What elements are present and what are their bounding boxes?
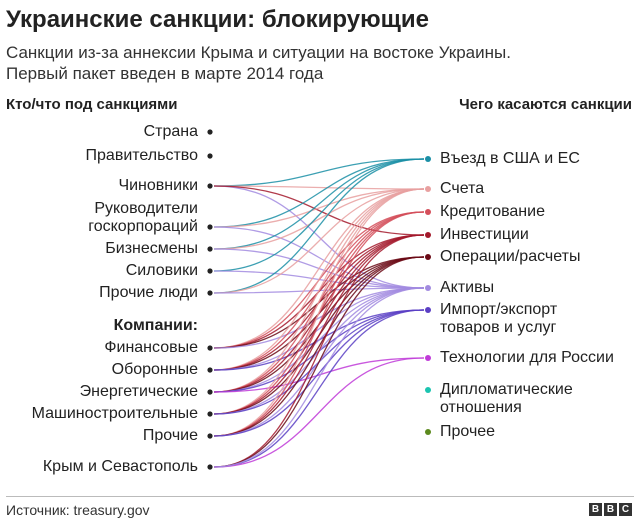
left-node-dot-siloviki (207, 268, 213, 274)
right-node-label-vezd: Въезд в США и ЕС (440, 150, 580, 167)
left-node-label-mashino: Машиностроительные (31, 405, 198, 422)
link-rukovoditeli-to-vezd (213, 158, 425, 228)
right-node-label-import: Импорт/экспорт товаров и услуг (440, 301, 558, 336)
link-biznesmeny-to-vezd (213, 158, 425, 250)
link-rukovoditeli-to-scheta (213, 188, 425, 228)
left-node-label-strana: Страна (143, 123, 198, 140)
link-prochie_lyudi-to-vezd (213, 158, 425, 294)
right-node-dot-diplo (425, 387, 431, 393)
link-finansovye-to-aktivy (213, 287, 425, 349)
right-node-dot-kredit (425, 209, 431, 215)
right-node-label-invest: Инвестиции (440, 226, 529, 243)
link-siloviki-to-vezd (213, 158, 425, 272)
right-node-label-diplo: Дипломатические отношения (440, 381, 573, 416)
right-node-label-operacii: Операции/расчеты (440, 248, 581, 265)
link-mashino-to-scheta (213, 188, 425, 415)
link-chinovniki-to-aktivy (213, 185, 425, 289)
right-node-dot-tehnol (425, 355, 431, 361)
left-node-label-siloviki: Силовики (125, 262, 198, 279)
link-prochie-to-scheta (213, 188, 425, 437)
source-note: Источник: treasury.gov (6, 502, 150, 518)
left-node-label-kompanii: Компании: (113, 317, 198, 334)
link-rukovoditeli-to-aktivy (213, 226, 425, 289)
right-node-dot-operacii (425, 254, 431, 260)
left-node-dot-pravitelstvo (207, 153, 213, 159)
left-node-label-finansovye: Финансовые (104, 339, 198, 356)
left-node-dot-krym (207, 464, 213, 470)
left-node-label-rukovoditeli: Руководители госкорпораций (88, 200, 198, 235)
right-node-dot-import (425, 307, 431, 313)
bbc-logo: B B C (589, 503, 632, 516)
left-node-label-pravitelstvo: Правительство (85, 147, 198, 164)
subtitle-line-2: Первый пакет введен в марте 2014 года (6, 64, 324, 83)
link-energeticheskie-to-tehnol (213, 357, 425, 393)
left-column-header: Кто/что под санкциями (6, 96, 178, 113)
link-krym-to-operacii (213, 256, 425, 468)
right-node-dot-aktivy (425, 285, 431, 291)
chart-title: Украинские санкции: блокирующие (6, 6, 429, 33)
left-node-label-prochie_lyudi: Прочие люди (99, 284, 198, 301)
link-krym-to-aktivy (213, 287, 425, 468)
right-node-dot-vezd (425, 156, 431, 162)
right-node-dot-prochee (425, 429, 431, 435)
left-node-label-energeticheskie: Энергетические (79, 383, 198, 400)
left-node-dot-biznesmeny (207, 246, 213, 252)
left-node-label-oboronnye: Оборонные (111, 361, 198, 378)
right-node-label-tehnol: Технологии для России (440, 349, 614, 366)
left-node-dot-strana (207, 129, 213, 135)
link-krym-to-tehnol (213, 357, 425, 468)
link-prochie-to-operacii (213, 256, 425, 437)
left-node-label-biznesmeny: Бизнесмены (105, 240, 198, 257)
left-node-label-chinovniki: Чиновники (118, 177, 198, 194)
link-prochie-to-import (213, 309, 425, 437)
link-oboronnye-to-aktivy (213, 287, 425, 371)
left-node-dot-chinovniki (207, 183, 213, 189)
link-chinovniki-to-scheta (213, 185, 425, 190)
logo-letter-3: C (619, 503, 632, 516)
right-node-label-kredit: Кредитование (440, 203, 545, 220)
link-chinovniki-to-vezd (213, 158, 425, 187)
subtitle-line-1: Санкции из-за аннексии Крыма и ситуации … (6, 43, 511, 62)
logo-letter-2: B (604, 503, 617, 516)
right-node-label-aktivy: Активы (440, 279, 495, 296)
right-node-dot-scheta (425, 186, 431, 192)
logo-letter-1: B (589, 503, 602, 516)
link-oboronnye-to-scheta (213, 188, 425, 371)
link-prochie-to-kredit (213, 211, 425, 437)
link-prochie_lyudi-to-scheta (213, 188, 425, 294)
left-node-dot-rukovoditeli (207, 224, 213, 230)
left-node-label-krym: Крым и Севастополь (42, 458, 198, 475)
right-node-dot-invest (425, 232, 431, 238)
right-node-label-scheta: Счета (440, 180, 485, 197)
right-column-header: Чего касаются санкции (459, 96, 632, 113)
link-finansovye-to-scheta (213, 188, 425, 349)
left-node-dot-prochie_lyudi (207, 290, 213, 296)
left-node-dot-prochie (207, 433, 213, 439)
chart-subtitle: Санкции из-за аннексии Крыма и ситуации … (6, 42, 634, 84)
link-biznesmeny-to-scheta (213, 188, 425, 250)
footer-divider (6, 496, 634, 497)
link-krym-to-invest (213, 234, 425, 468)
left-node-dot-energeticheskie (207, 389, 213, 395)
link-energeticheskie-to-aktivy (213, 287, 425, 393)
link-krym-to-import (213, 309, 425, 468)
link-chinovniki-to-invest (213, 185, 425, 236)
left-node-dot-finansovye (207, 345, 213, 351)
left-node-dot-mashino (207, 411, 213, 417)
right-node-label-prochee: Прочее (440, 423, 496, 440)
left-node-dot-oboronnye (207, 367, 213, 373)
link-prochie-to-invest (213, 234, 425, 437)
link-energeticheskie-to-scheta (213, 188, 425, 393)
left-node-label-prochie: Прочие (142, 427, 198, 444)
link-group (213, 158, 425, 468)
